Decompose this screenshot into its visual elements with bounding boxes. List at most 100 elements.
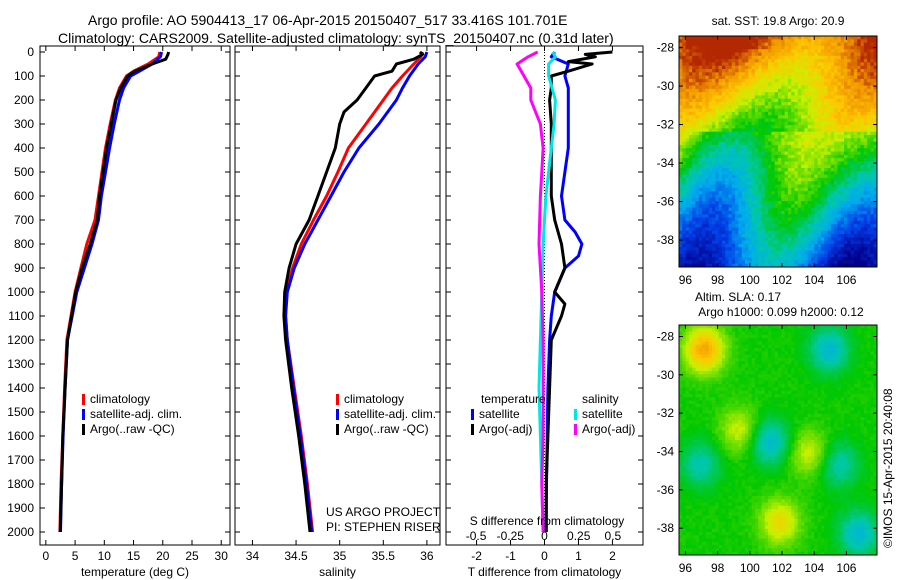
- map-cell: [685, 394, 690, 398]
- map-cell: [758, 174, 762, 179]
- map-cell: [741, 207, 746, 212]
- map-cell: [735, 72, 739, 76]
- map-cell: [708, 168, 713, 172]
- map-cell: [748, 148, 752, 152]
- map-cell: [830, 105, 835, 109]
- map-cell: [712, 39, 716, 43]
- map-cell: [807, 55, 812, 60]
- map-cell: [735, 257, 739, 261]
- map-cell: [860, 177, 865, 182]
- map-cell: [725, 257, 729, 261]
- map-cell: [847, 177, 851, 182]
- map-cell: [850, 52, 855, 57]
- map-cell: [787, 217, 792, 222]
- map-cell: [715, 98, 719, 103]
- map-cell: [847, 161, 851, 166]
- map-cell: [758, 85, 762, 90]
- map-cell: [771, 69, 776, 73]
- map-cell: [718, 207, 723, 212]
- map-cell: [758, 59, 762, 63]
- map-cell: [725, 204, 729, 208]
- map-cell: [692, 380, 696, 385]
- map-cell: [682, 128, 686, 133]
- map-cell: [695, 214, 700, 218]
- map-cell: [768, 240, 772, 245]
- map-cell: [771, 82, 776, 86]
- map-cell: [830, 247, 835, 251]
- map-cell: [688, 328, 693, 332]
- map-cell: [811, 250, 815, 255]
- map-cell: [751, 151, 756, 156]
- map-cell: [692, 204, 696, 208]
- map-cell: [692, 102, 696, 106]
- map-cell: [824, 181, 828, 185]
- map-cell: [764, 62, 769, 67]
- map-cell: [797, 115, 802, 119]
- map-cell: [705, 161, 710, 166]
- map-cell: [834, 181, 838, 185]
- map-cell: [857, 55, 861, 60]
- map-cell: [705, 39, 710, 43]
- map-cell: [844, 141, 848, 146]
- map-cell: [840, 154, 845, 159]
- map-cell: [784, 135, 789, 139]
- map-cell: [784, 36, 789, 40]
- map-cell: [745, 171, 749, 175]
- map-cell: [830, 49, 835, 53]
- map-cell: [860, 128, 865, 133]
- map-cell: [725, 59, 729, 63]
- map-cell: [728, 98, 733, 103]
- map-cell: [721, 230, 726, 235]
- map-cell: [811, 191, 815, 195]
- map-cell: [804, 62, 809, 67]
- map-cell: [801, 144, 805, 149]
- map-cell: [758, 118, 762, 123]
- map-cell: [844, 214, 848, 218]
- map-cell: [705, 201, 710, 205]
- map-cell: [702, 36, 706, 40]
- map-cell: [728, 194, 733, 199]
- map-cell: [847, 191, 851, 195]
- map-cell: [708, 65, 713, 70]
- map-cell: [853, 158, 858, 162]
- map-cell: [787, 138, 792, 142]
- map-cell: [692, 420, 696, 424]
- map-cell: [745, 45, 749, 50]
- map-cell: [840, 69, 845, 73]
- map-cell: [863, 234, 868, 238]
- map-cell: [721, 197, 726, 202]
- map-cell: [784, 72, 789, 76]
- map-cell: [702, 227, 706, 232]
- map-cell: [682, 65, 686, 70]
- map-cell: [718, 52, 723, 57]
- map-cell: [870, 62, 875, 67]
- map-cell: [811, 144, 815, 149]
- map-cell: [679, 354, 683, 359]
- map-cell: [814, 187, 818, 192]
- map-cell: [718, 181, 723, 185]
- map-cell: [698, 344, 703, 349]
- map-cell: [692, 400, 696, 405]
- map-cell: [860, 184, 865, 189]
- map-cell: [771, 171, 776, 175]
- map-cell: [718, 184, 723, 189]
- map-cell: [685, 111, 690, 116]
- map-cell: [751, 138, 756, 142]
- map-cell: [702, 82, 706, 86]
- map-cell: [834, 62, 838, 67]
- map-cell: [735, 194, 739, 199]
- map-cell: [758, 187, 762, 192]
- map-cell: [847, 230, 851, 235]
- map-cell: [853, 243, 858, 248]
- map-cell: [863, 102, 868, 106]
- map-cell: [682, 115, 686, 119]
- map-cell: [758, 197, 762, 202]
- map-cell: [695, 151, 700, 156]
- map-cell: [791, 260, 795, 265]
- map-cell: [688, 227, 693, 232]
- map-cell: [794, 55, 799, 60]
- map-cell: [787, 207, 792, 212]
- map-cell: [738, 69, 743, 73]
- map-cell: [774, 257, 779, 261]
